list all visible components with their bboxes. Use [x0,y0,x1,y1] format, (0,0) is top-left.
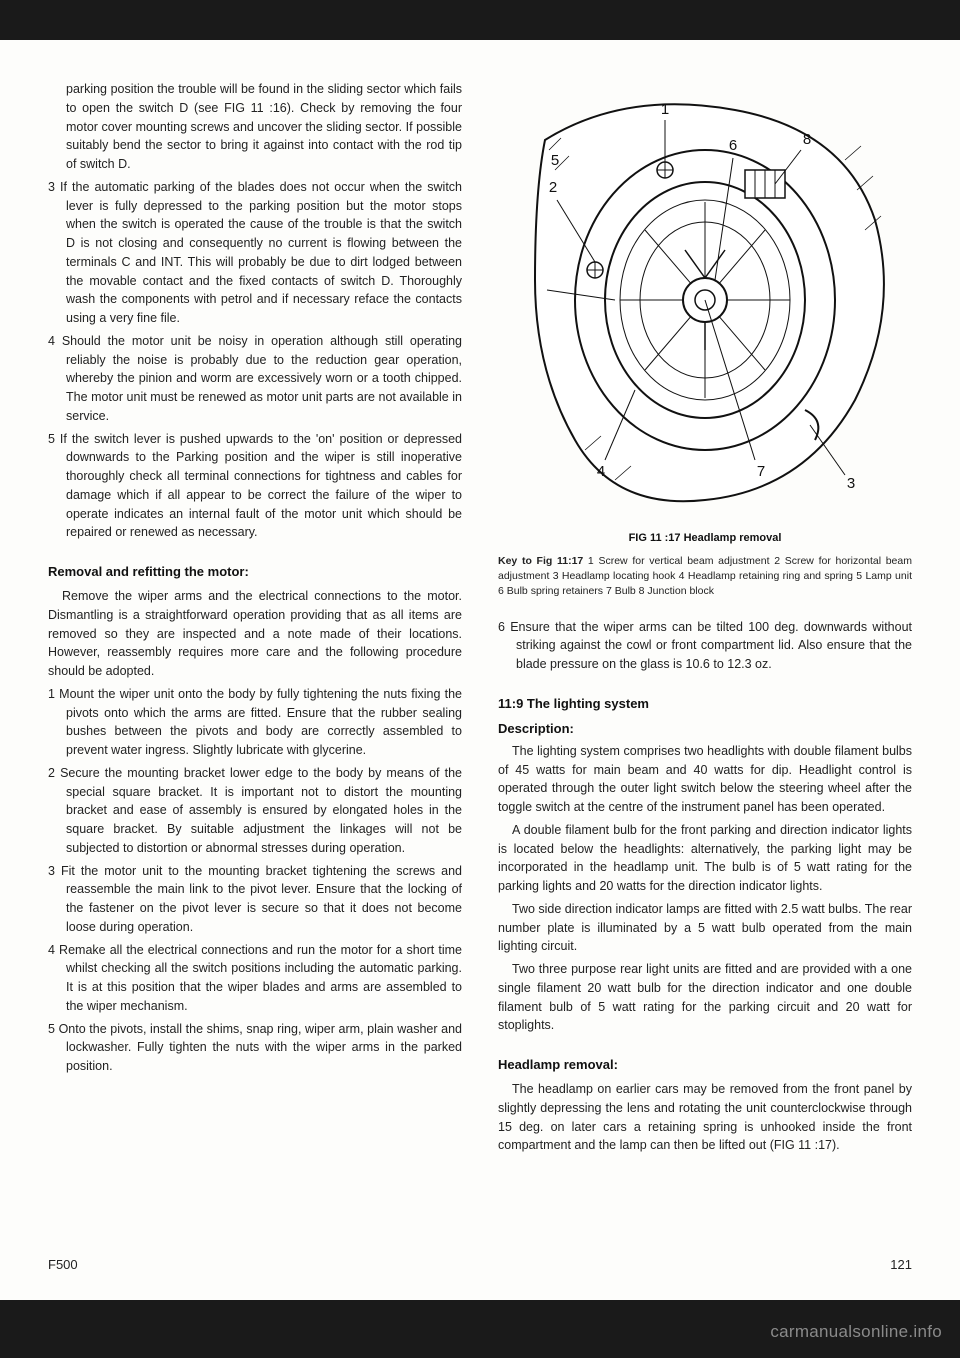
para: 5 Onto the pivots, install the shims, sn… [48,1020,462,1076]
left-column: parking position the trouble will be fou… [48,80,462,1239]
fig-label: 6 [729,137,737,154]
fig-label: 7 [757,463,765,480]
para: The headlamp on earlier cars may be remo… [498,1080,912,1155]
section-heading: 11:9 The lighting system [498,696,912,711]
watermark: carmanualsonline.info [770,1322,942,1342]
fig-label: 3 [847,475,855,492]
key-label: Key to Fig 11:17 [498,555,583,567]
fig-label: 8 [803,131,811,148]
para: 4 Remake all the electrical connections … [48,941,462,1016]
figure-key: Key to Fig 11:17 1 Screw for vertical be… [498,554,912,600]
para: 3 If the automatic parking of the blades… [48,178,462,328]
para: A double filament bulb for the front par… [498,821,912,896]
fig-label: 5 [551,152,559,169]
para: The lighting system comprises two headli… [498,742,912,817]
section-heading: Removal and refitting the motor: [48,564,462,579]
footer-right: 121 [890,1257,912,1272]
para: Remove the wiper arms and the electrical… [48,587,462,681]
page: parking position the trouble will be fou… [0,40,960,1300]
fig-label: 1 [661,101,669,118]
figure-headlamp: 1 2 3 4 5 6 7 8 [498,80,912,520]
para: 6 Ensure that the wiper arms can be tilt… [498,618,912,674]
figure-caption: FIG 11 :17 Headlamp removal [498,532,912,544]
columns: parking position the trouble will be fou… [48,80,912,1239]
right-column: 1 2 3 4 5 6 7 8 [498,80,912,1239]
fig-label: 2 [549,179,557,196]
sub-heading: Description: [498,721,912,736]
fig-label: 4 [597,463,605,480]
headlamp-diagram-icon: 1 2 3 4 5 6 7 8 [498,80,912,520]
para: Two three purpose rear light units are f… [498,960,912,1035]
para: parking position the trouble will be fou… [48,80,462,174]
para: 3 Fit the motor unit to the mounting bra… [48,862,462,937]
page-footer: F500 121 [48,1257,912,1272]
para: 1 Mount the wiper unit onto the body by … [48,685,462,760]
para: Two side direction indicator lamps are f… [498,900,912,956]
para: 5 If the switch lever is pushed upwards … [48,430,462,543]
para: 2 Secure the mounting bracket lower edge… [48,764,462,858]
section-heading: Headlamp removal: [498,1057,912,1072]
para: 4 Should the motor unit be noisy in oper… [48,332,462,426]
footer-left: F500 [48,1257,78,1272]
